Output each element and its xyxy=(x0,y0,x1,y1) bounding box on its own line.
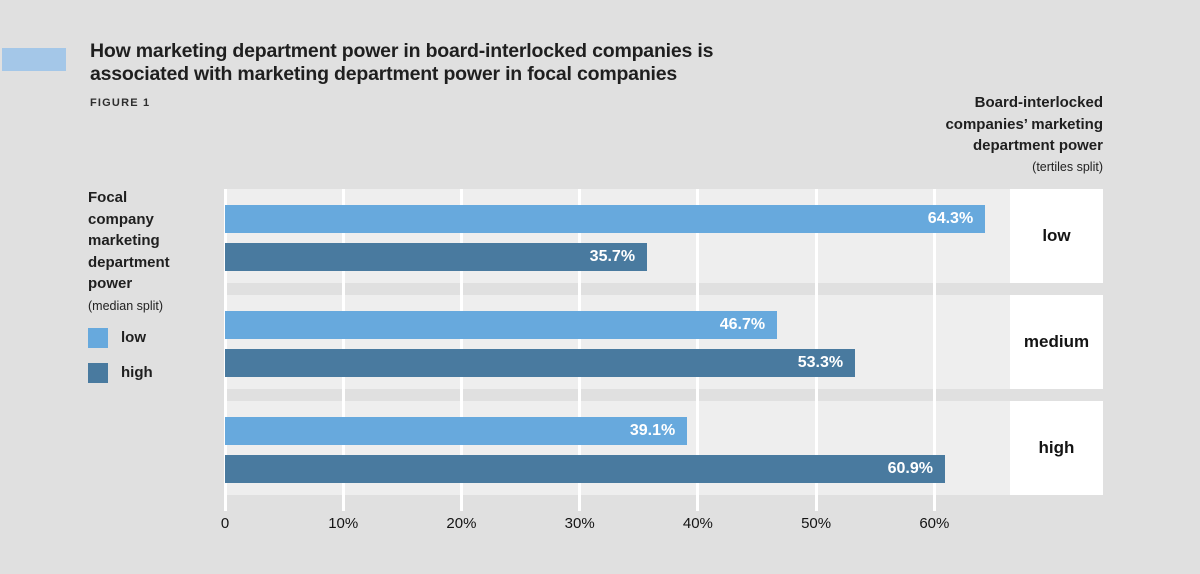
legend-item-high: high xyxy=(88,362,218,383)
gridline-0 xyxy=(223,189,227,495)
legend-swatch-high xyxy=(88,362,108,383)
axis-title-line: companies’ marketing xyxy=(945,115,1103,133)
median-split-note: (median split) xyxy=(88,298,164,313)
x-axis-tick-label-60: 60% xyxy=(919,515,950,532)
bar-medium-high: 53.3% xyxy=(225,349,856,377)
legend-label-low: low xyxy=(121,329,146,346)
accent-bar xyxy=(2,48,66,71)
x-axis-tick-label-20: 20% xyxy=(446,515,477,532)
bar-low-high: 35.7% xyxy=(225,243,648,271)
x-axis-tick-label-50: 50% xyxy=(801,515,832,532)
legend-swatch-low xyxy=(88,327,108,348)
x-axis-tick-0 xyxy=(223,495,227,511)
x-axis-tick-40 xyxy=(696,495,700,511)
bar-chart-plot-area: 64.3% 35.7% 46.7% 53.3% 39.1% 60.9% xyxy=(223,189,1010,495)
bar-high-high: 60.9% xyxy=(225,455,945,483)
bar-value-label: 35.7% xyxy=(589,248,636,265)
x-axis-tick-label-0: 0 xyxy=(220,515,230,532)
page-title-line-1: How marketing department power in board-… xyxy=(90,40,714,62)
tertile-box-low: low xyxy=(1010,189,1103,283)
gridline-40 xyxy=(696,189,700,495)
axis-title-line: department power xyxy=(972,137,1103,154)
legend-item-low: low xyxy=(88,327,218,348)
axis-title-line: company xyxy=(88,210,154,228)
bar-high-low: 39.1% xyxy=(225,417,688,445)
x-axis-tick-label-30: 30% xyxy=(564,515,595,532)
bar-value-label: 64.3% xyxy=(927,210,974,227)
axis-title-line: power xyxy=(88,275,133,292)
gridline-30 xyxy=(578,189,582,495)
x-axis-tick-50 xyxy=(814,495,818,511)
figure-label: FIGURE 1 xyxy=(90,97,151,109)
tertile-label-low: low xyxy=(1042,226,1071,245)
group-band-medium: 46.7% 53.3% xyxy=(225,295,1010,389)
gridline-50 xyxy=(814,189,818,495)
tertile-box-medium: medium xyxy=(1010,295,1103,389)
page-title-line-2: associated with marketing department pow… xyxy=(90,63,678,85)
group-band-high: 39.1% 60.9% xyxy=(225,401,1010,495)
tertile-label-medium: medium xyxy=(1023,332,1090,351)
x-axis-tick-label-40: 40% xyxy=(682,515,713,532)
tertile-label-high: high xyxy=(1038,438,1075,457)
bar-low-low: 64.3% xyxy=(225,205,986,233)
legend-label-high: high xyxy=(121,364,153,381)
legend: low high xyxy=(88,327,218,383)
gridline-60 xyxy=(932,189,936,495)
x-axis: 0 10% 20% 30% 40% 50% 60% xyxy=(221,495,1010,540)
bar-value-label: 60.9% xyxy=(887,460,933,477)
gridline-10 xyxy=(341,189,345,495)
x-axis-tick-30 xyxy=(578,495,582,511)
gridline-20 xyxy=(459,189,463,495)
axis-title-line: department xyxy=(88,253,170,271)
x-axis-tick-label-10: 10% xyxy=(328,515,359,532)
focal-company-axis-title: Focal company marketing department power… xyxy=(88,187,218,383)
x-axis-tick-60 xyxy=(932,495,936,511)
bar-value-label: 53.3% xyxy=(797,354,844,371)
x-axis-tick-20 xyxy=(459,495,463,511)
axis-title-line: Focal xyxy=(88,189,128,206)
bar-medium-low: 46.7% xyxy=(225,311,778,339)
tertile-label-column: low medium high xyxy=(1010,189,1103,495)
tertiles-split-note: (tertiles split) xyxy=(1032,159,1103,174)
tertile-box-high: high xyxy=(1010,401,1103,495)
bar-value-label: 46.7% xyxy=(719,316,766,333)
title-block: How marketing department power in board-… xyxy=(90,40,850,109)
bar-value-label: 39.1% xyxy=(629,422,676,439)
group-band-low: 64.3% 35.7% xyxy=(225,189,1010,283)
x-axis-tick-10 xyxy=(341,495,345,511)
axis-title-line: Board-interlocked xyxy=(974,94,1103,111)
axis-title-line: marketing xyxy=(88,232,160,249)
board-interlocked-axis-title: Board-interlocked companies’ marketing d… xyxy=(843,92,1103,174)
